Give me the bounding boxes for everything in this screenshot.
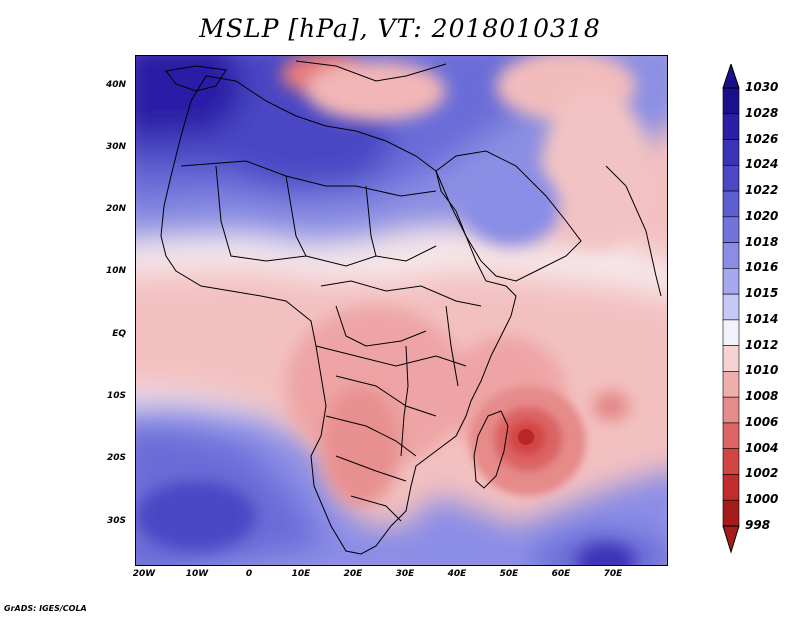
colorbar-cell <box>722 345 740 372</box>
colorbar-label: 1000 <box>745 492 779 507</box>
colorbar-label: 1012 <box>745 337 779 352</box>
tropical-cyclone-low <box>470 386 586 496</box>
lat-label-40n: 40N <box>105 80 126 90</box>
colorbar-label: 1020 <box>745 208 779 223</box>
colorbar-label: 1004 <box>745 440 779 455</box>
colorbar-label: 1024 <box>745 157 779 172</box>
colorbar-label: 1010 <box>745 363 779 378</box>
colorbar-cell <box>722 448 740 475</box>
colorbar-label: 1002 <box>745 466 779 481</box>
colorbar-label: 1014 <box>745 311 779 326</box>
map-title: MSLP [hPa], VT: 2018010318 <box>199 14 601 43</box>
lon-label-30e: 30E <box>395 569 415 579</box>
colorbar-cell <box>722 396 740 424</box>
lon-label-20e: 20E <box>343 569 363 579</box>
mediterranean-low <box>281 56 651 251</box>
colorbar-cell <box>722 319 740 346</box>
arabian-high <box>463 166 559 246</box>
lon-label-10e: 10E <box>291 569 311 579</box>
colorbar-cell <box>722 268 740 295</box>
colorbar-cell <box>722 422 740 450</box>
lon-label-0: 0 <box>245 569 253 579</box>
colorbar-cell <box>722 216 740 243</box>
lat-label-20s: 20S <box>106 453 126 463</box>
mslp-field <box>136 56 667 565</box>
mslp-map <box>135 55 668 566</box>
colorbar-cell <box>722 113 740 140</box>
lat-label-10n: 10N <box>105 266 126 276</box>
colorbar-label: 998 <box>745 518 771 532</box>
lon-label-10w: 10W <box>185 569 209 579</box>
colorbar <box>722 64 740 554</box>
colorbar-cell <box>722 190 740 218</box>
coastlines <box>160 60 662 555</box>
colorbar-label: 1028 <box>745 105 779 120</box>
colorbar-top-arrow <box>722 64 740 89</box>
lat-label-20n: 20N <box>105 204 126 214</box>
lat-label-10s: 10S <box>106 391 126 401</box>
colorbar-cell <box>722 499 740 527</box>
colorbar-cell <box>722 164 740 192</box>
colorbar-label: 1022 <box>745 183 779 198</box>
colorbar-label: 1008 <box>745 389 779 404</box>
lon-label-50e: 50E <box>499 569 519 579</box>
lon-label-40e: 40E <box>447 569 467 579</box>
colorbar-label: 1016 <box>745 260 779 275</box>
colorbar-bottom-arrow <box>722 525 740 554</box>
lat-label-eq: EQ <box>112 329 126 339</box>
colorbar-cell <box>722 474 740 501</box>
colorbar-cell <box>722 371 740 398</box>
lat-label-30n: 30N <box>105 142 126 152</box>
grads-credit: GrADS: IGES/COLA <box>4 604 87 613</box>
lon-label-70e: 70E <box>603 569 623 579</box>
colorbar-cell <box>722 293 740 321</box>
colorbar-label: 1030 <box>745 80 779 94</box>
colorbar-label: 1015 <box>745 286 779 301</box>
colorbar-cell <box>722 87 740 115</box>
lat-label-30s: 30S <box>106 516 126 526</box>
colorbar-label: 1006 <box>745 414 779 429</box>
colorbar-cell <box>722 242 740 269</box>
colorbar-label: 1026 <box>745 131 779 146</box>
colorbar-label: 1018 <box>745 234 779 249</box>
lon-label-20w: 20W <box>132 569 156 579</box>
colorbar-cell <box>722 139 740 166</box>
lon-label-60e: 60E <box>551 569 571 579</box>
